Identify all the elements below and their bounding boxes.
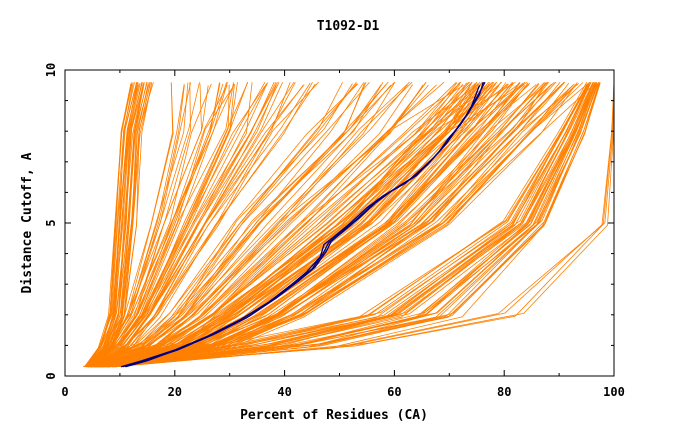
x-tick-label: 40	[277, 385, 291, 399]
model-curve	[88, 84, 382, 368]
model-curve	[94, 84, 464, 368]
y-tick-label: 0	[44, 372, 58, 379]
x-tick-label: 100	[603, 385, 625, 399]
model-curve	[87, 82, 139, 368]
model-curve	[84, 83, 174, 368]
y-tick-label: 10	[44, 63, 58, 77]
model-curve	[107, 83, 599, 368]
model-curve	[90, 84, 496, 368]
model-curve	[86, 81, 357, 368]
model-curve	[90, 83, 140, 368]
model-curve	[83, 83, 359, 368]
model-curve	[86, 82, 191, 368]
model-curve	[91, 81, 497, 368]
x-axis: 0 20 40 60 80 100	[61, 70, 625, 399]
model-curve	[87, 85, 139, 368]
model-curve	[107, 84, 576, 368]
chart-title: T1092-D1	[317, 19, 380, 34]
highlight-curve	[125, 82, 484, 368]
x-tick-label: 20	[168, 385, 182, 399]
model-curve	[86, 83, 202, 368]
model-curve	[86, 81, 469, 368]
y-tick-label: 5	[44, 219, 58, 226]
plot-area	[82, 81, 615, 368]
model-curve	[94, 81, 498, 368]
model-curve	[86, 81, 370, 368]
y-axis-label: Distance Cutoff, A	[20, 152, 35, 293]
model-curve	[98, 82, 594, 368]
x-tick-label: 60	[387, 385, 401, 399]
model-curve	[106, 82, 615, 368]
x-axis-label: Percent of Residues (CA)	[240, 408, 428, 423]
model-curve	[93, 82, 248, 368]
model-curve	[106, 82, 584, 368]
model-curve	[97, 81, 295, 368]
model-curve	[85, 82, 367, 368]
model-curve	[87, 82, 137, 368]
highlight-curve	[120, 85, 481, 368]
model-curve	[91, 81, 410, 368]
model-curve	[88, 82, 228, 368]
x-tick-label: 0	[61, 385, 68, 399]
model-curve	[99, 82, 311, 368]
y-axis: 0 5 10	[44, 63, 614, 380]
model-curve	[99, 84, 537, 368]
model-curve	[93, 81, 266, 368]
model-curve	[88, 81, 389, 368]
model-curve	[89, 83, 235, 368]
x-tick-label: 80	[497, 385, 511, 399]
model-curve	[92, 84, 590, 368]
